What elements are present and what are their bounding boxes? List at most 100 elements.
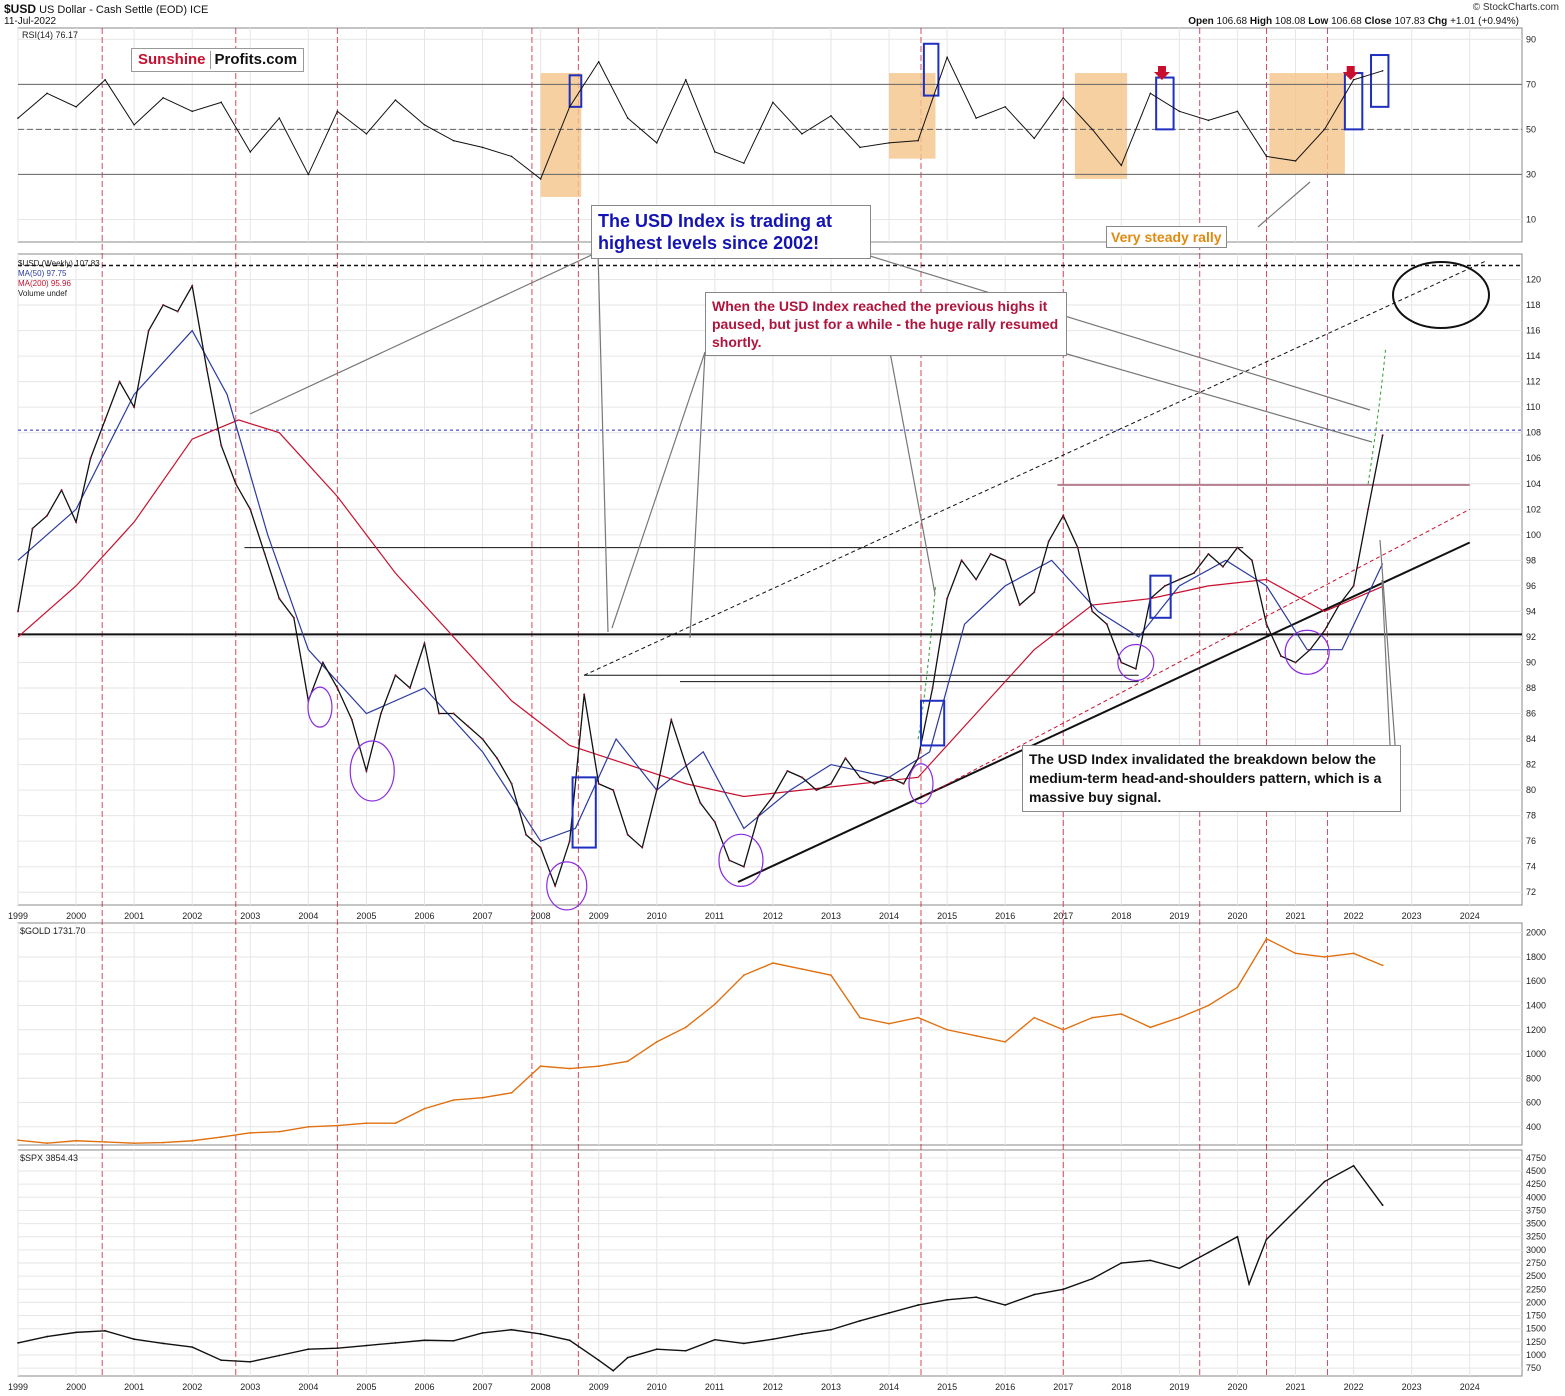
x-tick-label: 2019 [1169,1382,1189,1392]
usd-price-point [1207,552,1210,555]
gold-point [191,1139,194,1142]
gold-point [249,1131,252,1134]
spx-point [249,1360,252,1363]
low-circle [349,740,395,802]
rsi-highlight-box [922,42,940,97]
y-tick-label: 100 [1526,530,1541,540]
high-label: High [1249,16,1273,27]
down-arrow-icon [1153,66,1170,80]
rsi-line [17,55,1383,180]
rsi-point [394,99,397,101]
x-tick-label: 2002 [182,911,202,921]
usd-price-point [539,846,542,849]
y-tick-label: 1600 [1526,976,1546,986]
y-tick-label: 96 [1526,581,1536,591]
usd-legend-entry: MA(50) 97.75 [18,269,67,278]
usd-price-point [321,661,324,664]
rsi-point [1381,70,1384,72]
gold-point [162,1141,165,1144]
x-tick-label: 2008 [531,911,551,921]
usd-price-point [713,821,716,824]
y-tick-label: 3750 [1526,1205,1546,1215]
x-tick-label: 2004 [298,1382,318,1392]
spx-point [1178,1267,1181,1270]
target-ellipse [1392,261,1490,329]
usd-price-point [1338,604,1341,607]
usd-price-point [554,884,557,887]
gold-point [133,1142,136,1145]
x-tick-label: 2020 [1227,911,1247,921]
gold-point [772,962,774,964]
x-tick-label: 2012 [763,911,783,921]
usd-price-point [626,833,629,836]
usd-price-point [249,508,252,511]
x-tick-label: 2014 [879,1382,899,1392]
y-tick-label: 90 [1526,657,1536,667]
y-tick-label: 10 [1526,214,1536,224]
x-tick-label: 2023 [1402,1382,1422,1392]
rsi-highlight-box [1370,54,1390,108]
price-highlight-box [1149,574,1172,619]
y-tick-label: 114 [1526,351,1540,361]
usd-price-point [336,687,339,689]
usd-price-point [1280,655,1283,658]
y-tick-label: 80 [1526,785,1536,795]
upper-dashed-trendline [583,259,1488,676]
rsi-point [597,60,600,63]
x-tick-label: 2004 [298,911,318,921]
spx-point [684,1349,687,1352]
usd-price-point [641,846,644,849]
usd-price-point [234,482,237,485]
y-tick-label: 94 [1526,606,1536,616]
gold-point [975,1034,978,1037]
gold-point [655,1040,658,1043]
x-tick-label: 2021 [1286,911,1306,921]
y-tick-label: 106 [1526,453,1541,463]
gold-point [1236,986,1239,989]
usd-price-point [1178,578,1181,581]
gold-point [917,1016,919,1019]
gold-point [859,1016,861,1019]
x-tick-label: 1999 [8,911,28,921]
usd-price-point [786,769,789,772]
rsi-point [888,142,890,144]
spx-point [742,1342,745,1345]
rsi-point [1294,160,1297,162]
y-tick-label: 2000 [1526,928,1546,938]
gold-point [1062,1028,1065,1031]
usd-price-point [1250,559,1253,562]
spx-point [191,1346,194,1348]
rsi-point [830,115,832,117]
gold-point [46,1142,48,1145]
x-tick-label: 2016 [995,911,1015,921]
usd-price-point [1265,623,1268,626]
rsi-point [772,101,774,104]
brand-logo: Sunshine Profits.com [131,48,305,73]
spx-point [830,1328,832,1331]
leader-line [611,351,706,629]
gold-point [510,1091,513,1094]
leader-line [889,351,936,595]
rsi-point [452,139,455,142]
y-tick-label: 750 [1526,1363,1541,1373]
rsi-zone [540,73,582,197]
usd-price-point [205,367,208,370]
usd-price-point [859,776,862,779]
ticker-symbol: $USD [4,2,37,16]
spx-point [1352,1164,1355,1167]
spx-line [17,1164,1384,1372]
y-tick-label: 2000 [1526,1297,1546,1307]
x-tick-label: 2018 [1111,911,1131,921]
usd-price-point [975,578,978,581]
annotation-steady-rally: Very steady rally [1106,226,1227,248]
spx-point [423,1339,426,1342]
usd-price-point [1091,610,1094,613]
usd-price-point [408,687,411,689]
spx-point [859,1319,861,1322]
gold-point [1207,1004,1210,1007]
chart-header-right: Open 106.68 High 108.08 Low 106.68 Close… [1188,16,1519,27]
usd-price-point [684,763,687,766]
low-circle [908,763,934,805]
y-tick-label: 4500 [1526,1166,1546,1176]
